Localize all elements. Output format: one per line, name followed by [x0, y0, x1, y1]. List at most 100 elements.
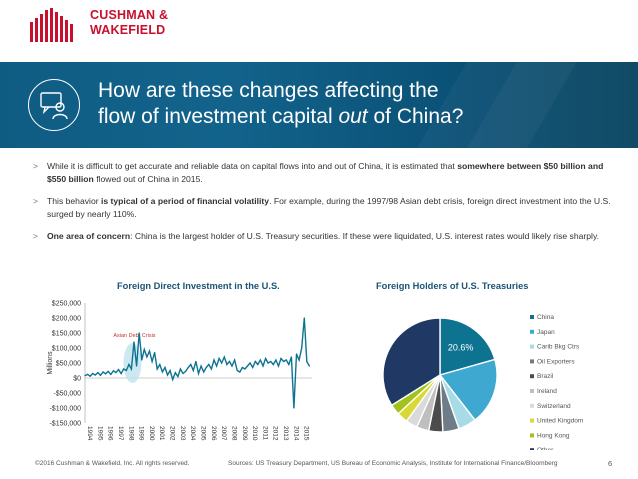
fdi-data-point — [257, 363, 259, 366]
x-tick-label: 2015 — [303, 426, 310, 441]
fdi-data-point — [107, 370, 109, 372]
title-emphasis: out — [338, 105, 368, 128]
fdi-data-point — [246, 365, 249, 367]
bullet-item: > This behavior is typical of a period of… — [33, 195, 613, 220]
fdi-data-point — [161, 371, 163, 373]
fdi-data-point — [92, 372, 94, 375]
fdi-data-point — [97, 372, 99, 374]
fdi-data-point — [112, 370, 114, 372]
legend-swatch — [530, 448, 534, 450]
legend-swatch — [530, 344, 534, 349]
fdi-data-point — [120, 372, 122, 375]
y-tick-label: $50,000 — [56, 361, 81, 368]
fdi-data-point — [306, 360, 308, 363]
legend-swatch — [530, 403, 534, 408]
treasury-pie-chart: 20.6% China Japan Carib Bkg Ctrs Oil Exporte… — [382, 314, 583, 450]
fdi-data-point — [159, 363, 161, 366]
fdi-line-chart: $250,000 $200,000 $150,000 $100,000 $50,000 $… — [47, 301, 312, 441]
legend-swatch — [530, 389, 534, 393]
fdi-data-point — [135, 365, 138, 367]
legend-label: Hong Kong — [537, 432, 570, 439]
fdi-data-point — [234, 359, 236, 361]
fdi-data-point — [86, 373, 89, 375]
fdi-data-point — [125, 369, 127, 372]
fdi-data-point — [239, 371, 241, 373]
fdi-data-point — [277, 365, 280, 367]
fdi-data-point — [288, 363, 290, 366]
legend-swatch — [530, 374, 534, 379]
fdi-data-point — [179, 368, 182, 370]
legend-swatch — [530, 433, 534, 438]
x-tick-label: 2002 — [169, 426, 176, 441]
legend-label: Switzerland — [537, 403, 571, 410]
legend-label: Japan — [537, 329, 555, 336]
fdi-data-point — [267, 362, 269, 364]
copyright-text: ©2016 Cushman & Wakefield, Inc. All righ… — [35, 460, 190, 467]
x-tick-label: 1994 — [86, 426, 93, 441]
fdi-data-point — [166, 374, 169, 376]
fdi-data-point — [295, 353, 298, 355]
fdi-data-point — [105, 373, 107, 375]
bullet-marker: > — [33, 196, 39, 206]
x-tick-label: 2011 — [261, 426, 268, 440]
x-tick-label: 2009 — [241, 426, 248, 441]
x-tick-label: 1997 — [117, 426, 124, 441]
fdi-data-point — [123, 368, 125, 370]
bullet-item: > One area of concern: China is the large… — [33, 230, 613, 243]
legend-label: China — [537, 314, 554, 321]
legend-label: Ireland — [537, 388, 557, 395]
fdi-data-point — [190, 363, 192, 366]
legend-swatch — [530, 315, 534, 319]
y-tick-label: -$50,000 — [53, 391, 81, 398]
fdi-data-point — [290, 356, 292, 358]
fdi-data-point — [241, 366, 243, 369]
fdi-data-point — [244, 368, 246, 370]
x-tick-label: 1995 — [96, 426, 103, 441]
fdi-series-line — [84, 317, 311, 409]
fdi-data-point — [156, 368, 158, 370]
fdi-data-point — [94, 374, 96, 376]
fdi-data-point — [231, 365, 233, 367]
fdi-data-point — [138, 332, 140, 334]
fdi-data-point — [110, 373, 112, 375]
y-tick-label: $200,000 — [52, 316, 81, 323]
fdi-data-point — [203, 371, 205, 373]
annotation-label: Asian Debt Crisis — [113, 333, 155, 339]
fdi-data-point — [236, 369, 238, 372]
fdi-data-point — [164, 366, 166, 369]
fdi-data-point — [154, 351, 156, 354]
logo-text: CUSHMAN & WAKEFIELD — [90, 8, 168, 38]
fdi-data-point — [254, 360, 256, 363]
fdi-data-point — [264, 357, 267, 360]
bullet-list: > While it is difficult to get accurate a… — [33, 160, 613, 253]
x-tick-label: 2004 — [189, 426, 196, 441]
fdi-data-point — [84, 375, 86, 377]
fdi-data-point — [308, 365, 311, 367]
bullet-bold-text: One area of concern — [47, 231, 131, 241]
title-post: of China? — [367, 105, 464, 128]
fdi-data-point — [259, 359, 262, 361]
fdi-data-point — [141, 359, 143, 361]
legend-label: Other — [537, 447, 554, 450]
x-tick-label: 2013 — [282, 426, 289, 441]
y-tick-label: $100,000 — [52, 346, 81, 353]
pie-slice-other — [382, 317, 441, 407]
x-tick-label: 2001 — [158, 426, 165, 441]
fdi-data-point — [298, 359, 300, 361]
fdi-data-point — [102, 371, 104, 373]
x-tick-label: 2014 — [292, 426, 299, 441]
fdi-data-point — [195, 360, 197, 363]
legend-swatch — [530, 359, 534, 364]
fdi-data-point — [221, 362, 223, 364]
bullet-text: : China is the largest holder of U.S. Tr… — [130, 231, 599, 241]
fdi-data-point — [187, 366, 189, 369]
legend-label: United Kingdom — [537, 418, 583, 425]
fdi-data-point — [228, 360, 231, 363]
title-banner: How are these changes affecting the flow… — [0, 62, 638, 148]
bullet-bold-text: is typical of a period of financial vola… — [100, 196, 270, 206]
title-line-2: flow of investment capital out of China? — [98, 104, 598, 130]
fdi-data-point — [223, 356, 225, 358]
legend-swatch — [530, 418, 534, 423]
bullet-bold-text: somewhere between $50 billion and $550 b… — [47, 161, 604, 184]
fdi-data-point — [210, 368, 212, 370]
